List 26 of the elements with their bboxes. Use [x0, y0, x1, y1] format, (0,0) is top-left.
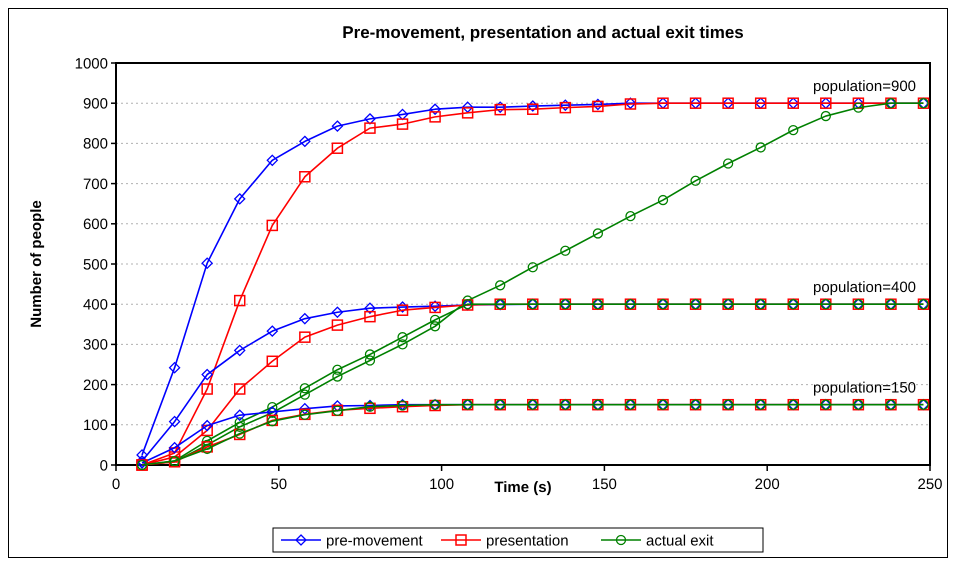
x-tick-label: 250: [917, 476, 943, 493]
y-tick-label: 400: [82, 296, 108, 314]
legend-label: actual exit: [646, 532, 714, 550]
y-tick-label: 900: [82, 95, 108, 112]
annotation: population=150: [812, 380, 916, 397]
y-tick-label: 300: [82, 336, 108, 354]
y-tick-label: 700: [82, 176, 108, 193]
y-axis-title: Number of people: [28, 200, 45, 328]
y-tick-label: 500: [82, 256, 108, 274]
y-tick-label: 1000: [74, 55, 108, 72]
x-tick-label: 100: [429, 476, 454, 493]
annotation: population=900: [812, 78, 916, 96]
legend-label: presentation: [486, 532, 569, 550]
y-tick-label: 800: [82, 136, 108, 153]
chart-title: Pre-movement, presentation and actual exit times: [342, 23, 744, 42]
x-tick-label: 200: [754, 476, 780, 493]
y-tick-label: 0: [100, 457, 108, 474]
x-tick-label: 50: [270, 476, 288, 493]
x-axis-title: Time (s): [494, 479, 552, 496]
y-tick-label: 200: [82, 376, 108, 394]
legend-label: pre-movement: [326, 532, 424, 550]
x-tick-label: 150: [592, 476, 617, 493]
y-tick-label: 600: [82, 216, 108, 234]
annotation: population=400: [812, 279, 916, 296]
x-tick-label: 0: [112, 476, 120, 493]
y-tick-label: 100: [82, 417, 108, 434]
